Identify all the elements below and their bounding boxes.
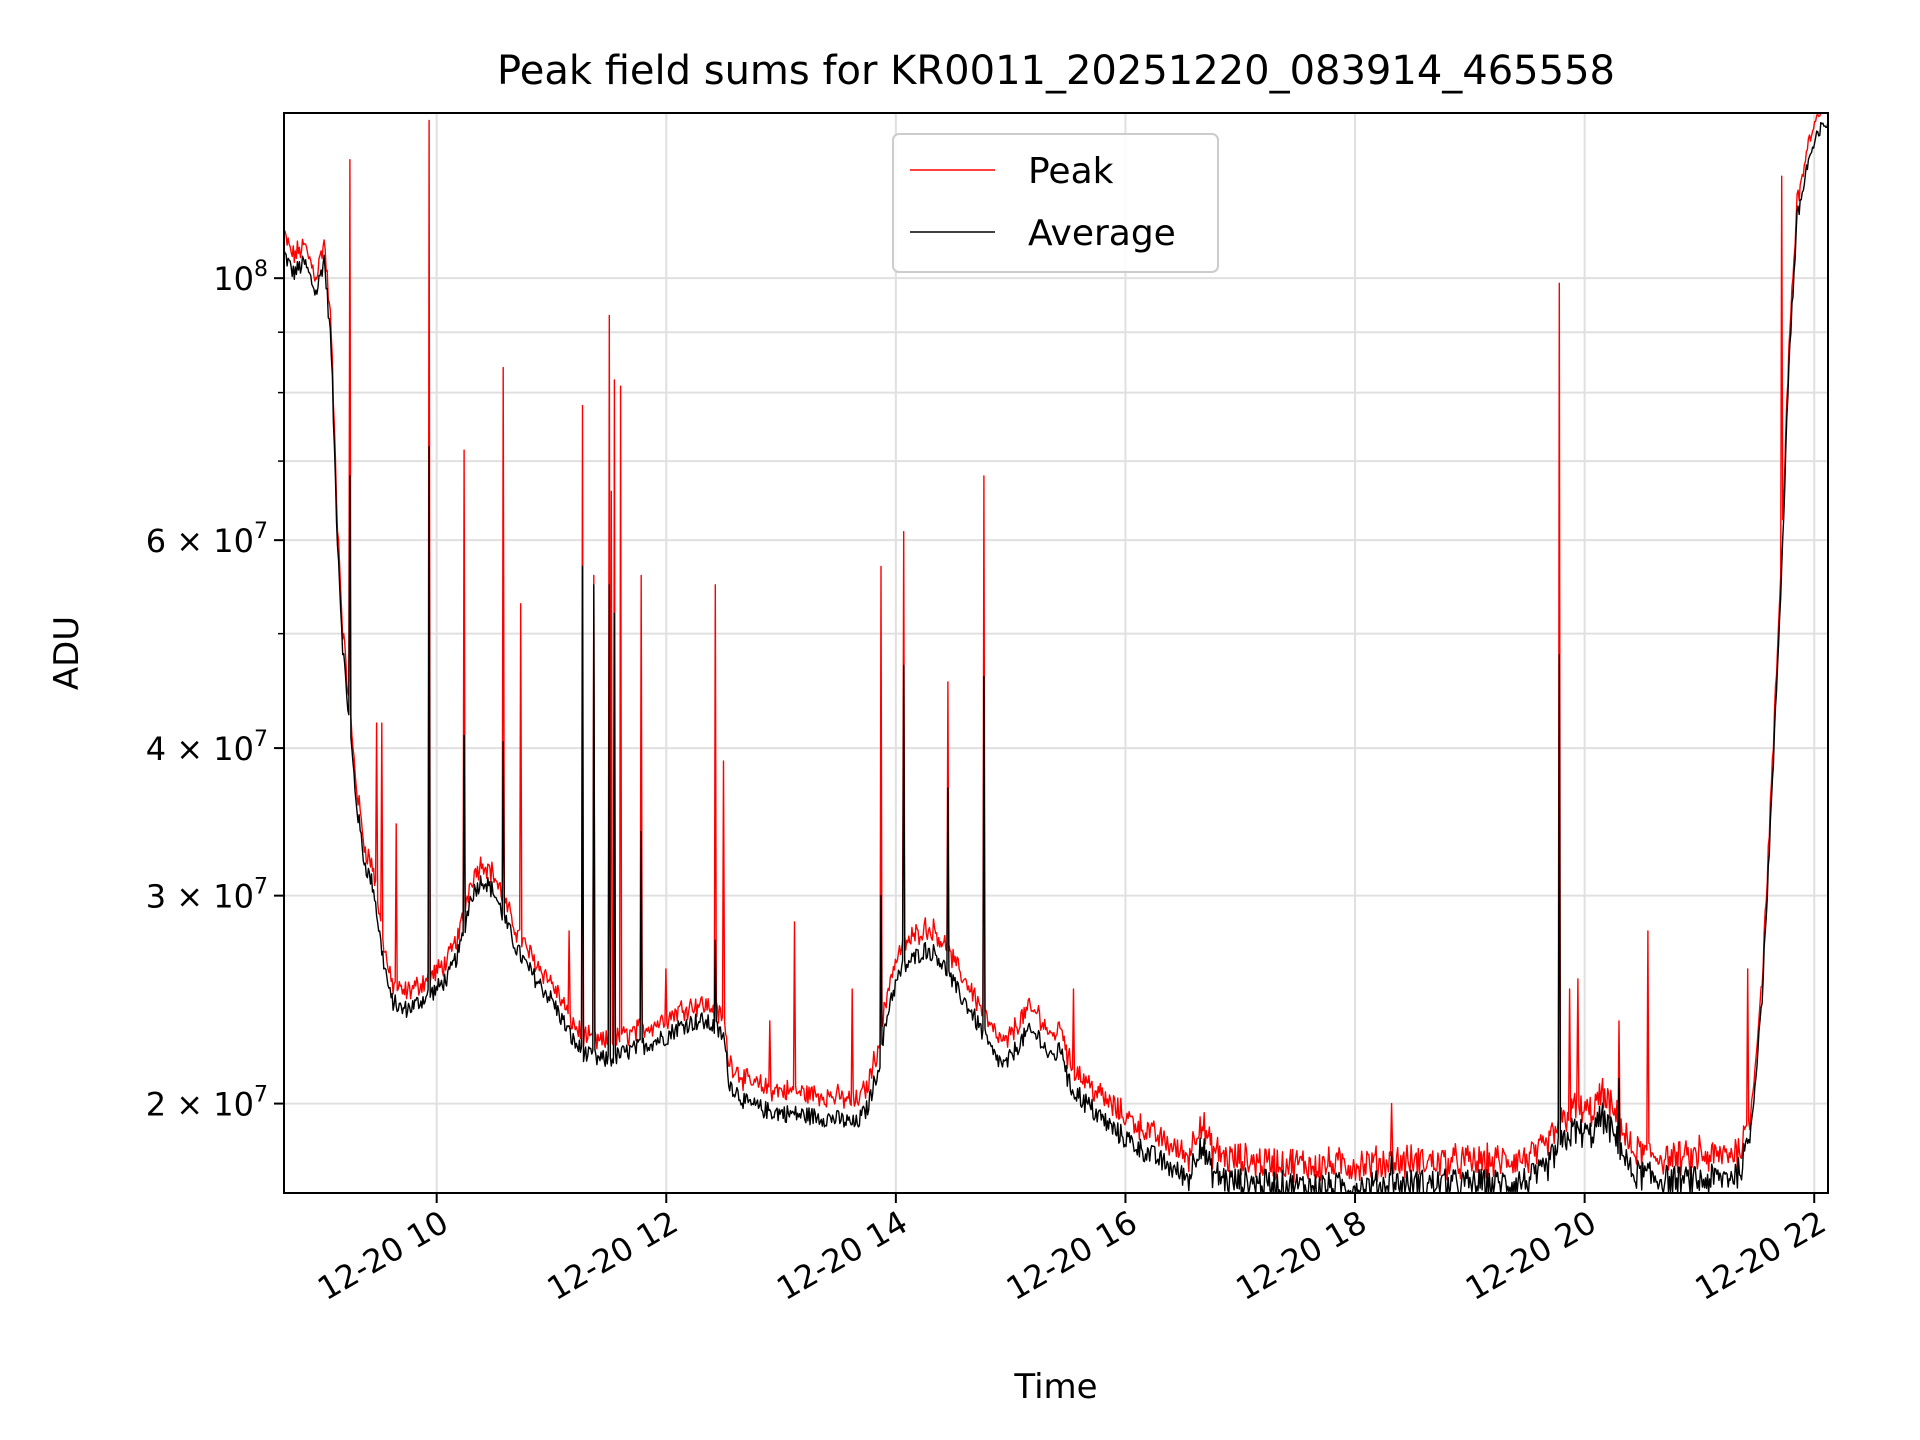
y-axis-label: ADU xyxy=(47,616,87,690)
y-tick-label: 4 × 107 xyxy=(146,727,268,768)
legend-box xyxy=(892,133,1219,273)
y-tick-label: 108 xyxy=(213,257,268,298)
plot-frame xyxy=(283,112,1829,1194)
series-layer xyxy=(283,112,1829,1194)
legend-label-average: Average xyxy=(1028,213,1176,254)
y-tick-label: 3 × 107 xyxy=(146,875,268,916)
series-line-peak xyxy=(283,112,1828,1184)
series-line-average xyxy=(283,120,1829,1194)
legend: Peak Average xyxy=(892,133,1219,273)
legend-label-peak: Peak xyxy=(1028,151,1114,192)
y-tick-label: 2 × 107 xyxy=(146,1083,268,1124)
x-axis-label: Time xyxy=(1013,1367,1097,1407)
chart-title: Peak field sums for KR0011_20251220_0839… xyxy=(497,48,1615,94)
grid xyxy=(284,113,1828,1193)
y-tick-label: 6 × 107 xyxy=(146,519,268,560)
